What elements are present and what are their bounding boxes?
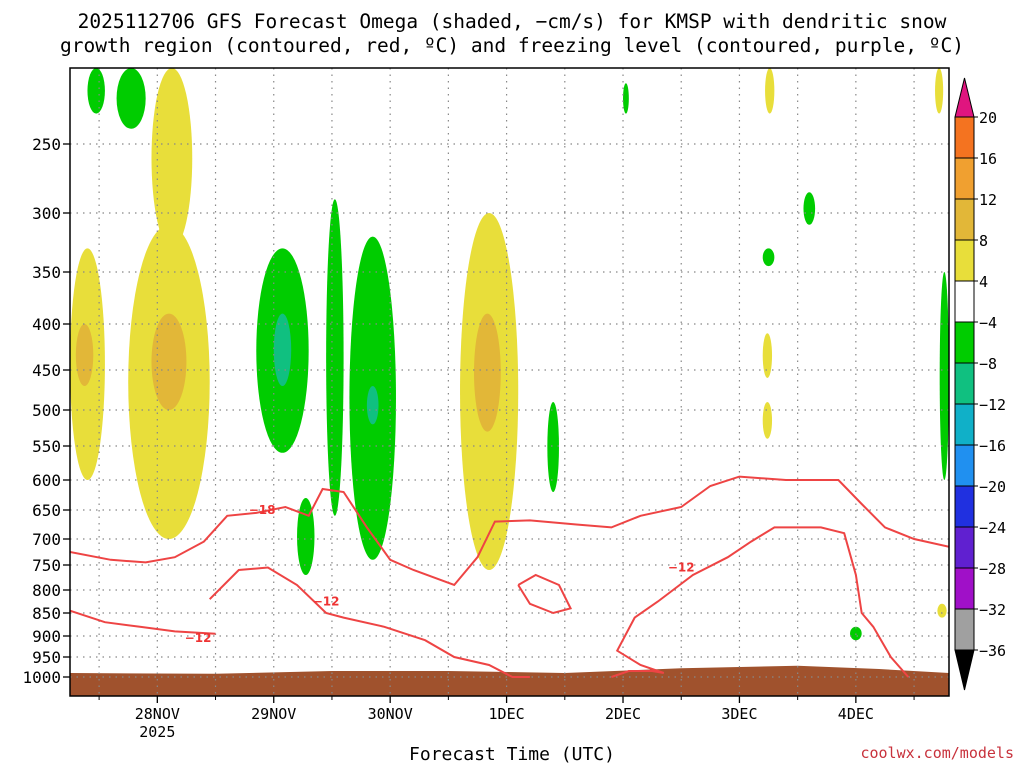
dgz-contour-layer: −18 −12 −12 −12 <box>70 475 949 678</box>
chart-title-line2: growth region (contoured, red, ºC) and f… <box>60 34 964 57</box>
colorbar-top-arrow <box>954 77 975 118</box>
x-tick-label-1DEC: 1DEC <box>489 705 525 723</box>
x-tick-label-4DEC: 4DEC <box>838 705 874 723</box>
colorbar-bottom-arrow <box>954 649 975 691</box>
colorbar-segment-3 <box>954 239 975 282</box>
omega-shade-blob-3 <box>151 68 193 249</box>
omega-shade-blob-6 <box>473 313 501 432</box>
y-tick-label-950: 950 <box>32 648 61 667</box>
dgz-contour-3 <box>611 526 910 678</box>
omega-colorbar: 20 16 12 8 4 −4 −8 −12 −16 −20 −24 −28 −32 −36 <box>954 77 1006 691</box>
ground-surface <box>70 665 949 696</box>
dgz-contour-2 <box>70 609 216 635</box>
dgz-contour-1 <box>208 566 530 678</box>
omega-shade-blob-4 <box>151 313 187 410</box>
x-tick-label-28NOV: 28NOV <box>135 705 180 723</box>
y-tick-label-900: 900 <box>32 627 61 646</box>
y-tick-label-1000: 1000 <box>22 668 61 687</box>
colorbar-label-10: −24 <box>979 519 1006 537</box>
omega-shade-blob-12 <box>87 68 105 114</box>
colorbar-label-0: 20 <box>979 109 997 127</box>
colorbar-segment-11 <box>954 567 975 610</box>
colorbar-label-7: −12 <box>979 396 1006 414</box>
dgz-contour-0 <box>70 475 949 587</box>
omega-shade-blob-8 <box>762 402 773 439</box>
y-tick-label-500: 500 <box>32 401 61 420</box>
omega-shade-blob-7 <box>762 333 773 378</box>
colorbar-label-6: −8 <box>979 355 997 373</box>
y-tick-label-750: 750 <box>32 556 61 575</box>
colorbar-segment-1 <box>954 157 975 200</box>
y-tick-label-700: 700 <box>32 530 61 549</box>
contour-label-2: −12 <box>185 631 212 645</box>
colorbar-label-1: 16 <box>979 150 997 168</box>
omega-shade-blob-20 <box>547 402 559 492</box>
omega-shade-blob-13 <box>116 68 146 129</box>
chart-title-line1: 2025112706 GFS Forecast Omega (shaded, −… <box>77 10 947 33</box>
omega-shade-blob-19 <box>366 386 379 425</box>
colorbar-label-13: −36 <box>979 642 1006 660</box>
colorbar-segment-0 <box>954 116 975 159</box>
x-tick-label-2DEC: 2DEC <box>605 705 641 723</box>
x-tick-label-29NOV: 29NOV <box>251 705 296 723</box>
x-axis-title: Forecast Time (UTC) <box>409 744 615 765</box>
plot-frame <box>69 67 950 697</box>
omega-shade-blob-17 <box>326 199 344 516</box>
colorbar-label-5: −4 <box>979 314 997 332</box>
omega-shade-blob-25 <box>939 272 949 480</box>
grid-layer <box>70 68 949 696</box>
contour-label-0: −18 <box>249 503 276 517</box>
omega-shade-blob-1 <box>75 324 94 386</box>
colorbar-segment-8 <box>954 444 975 487</box>
y-tick-label-800: 800 <box>32 581 61 600</box>
omega-shade-blob-23 <box>762 248 775 267</box>
omega-shade-blob-11 <box>937 603 947 618</box>
y-tick-label-450: 450 <box>32 361 61 380</box>
omega-shade-blob-10 <box>935 68 944 114</box>
colorbar-label-8: −16 <box>979 437 1006 455</box>
omega-shade-blob-22 <box>803 192 816 225</box>
y-tick-label-650: 650 <box>32 501 61 520</box>
credit-link[interactable]: coolwx.com/models <box>860 744 1014 762</box>
colorbar-segment-6 <box>954 362 975 405</box>
y-tick-label-850: 850 <box>32 604 61 623</box>
colorbar-label-4: 4 <box>979 273 988 291</box>
colorbar-segment-10 <box>954 526 975 569</box>
omega-shade-blob-16 <box>297 498 315 575</box>
omega-shade-blob-9 <box>765 68 775 114</box>
y-tick-label-350: 350 <box>32 263 61 282</box>
x-tick-label-3DEC: 3DEC <box>721 705 757 723</box>
y-tick-label-300: 300 <box>32 204 61 223</box>
ground-layer <box>70 665 949 696</box>
x-tick-label-30NOV: 30NOV <box>368 705 413 723</box>
colorbar-label-2: 12 <box>979 191 997 209</box>
colorbar-label-11: −28 <box>979 560 1006 578</box>
colorbar-label-12: −32 <box>979 601 1006 619</box>
colorbar-label-3: 8 <box>979 232 988 250</box>
colorbar-segment-5 <box>954 321 975 364</box>
colorbar-segment-2 <box>954 198 975 241</box>
contour-label-1: −12 <box>313 595 340 609</box>
colorbar-segment-9 <box>954 485 975 528</box>
omega-shading-layer <box>70 68 949 641</box>
dgz-contour-4 <box>517 573 573 615</box>
colorbar-segment-4 <box>954 280 975 323</box>
omega-shade-blob-21 <box>623 83 629 114</box>
y-tick-label-550: 550 <box>32 437 61 456</box>
y-tick-label-250: 250 <box>32 135 61 154</box>
omega-shade-blob-15 <box>273 313 292 386</box>
pressure-axis: 250 300 350 400 450 500 550 600 650 700 750 800 850 9… <box>22 135 70 687</box>
colorbar-segment-7 <box>954 403 975 446</box>
colorbar-label-9: −20 <box>979 478 1006 496</box>
y-tick-label-600: 600 <box>32 471 61 490</box>
contour-label-3: −12 <box>668 561 695 575</box>
x-tick-year-label: 2025 <box>139 723 175 741</box>
y-tick-label-400: 400 <box>32 315 61 334</box>
colorbar-segment-12 <box>954 608 975 651</box>
